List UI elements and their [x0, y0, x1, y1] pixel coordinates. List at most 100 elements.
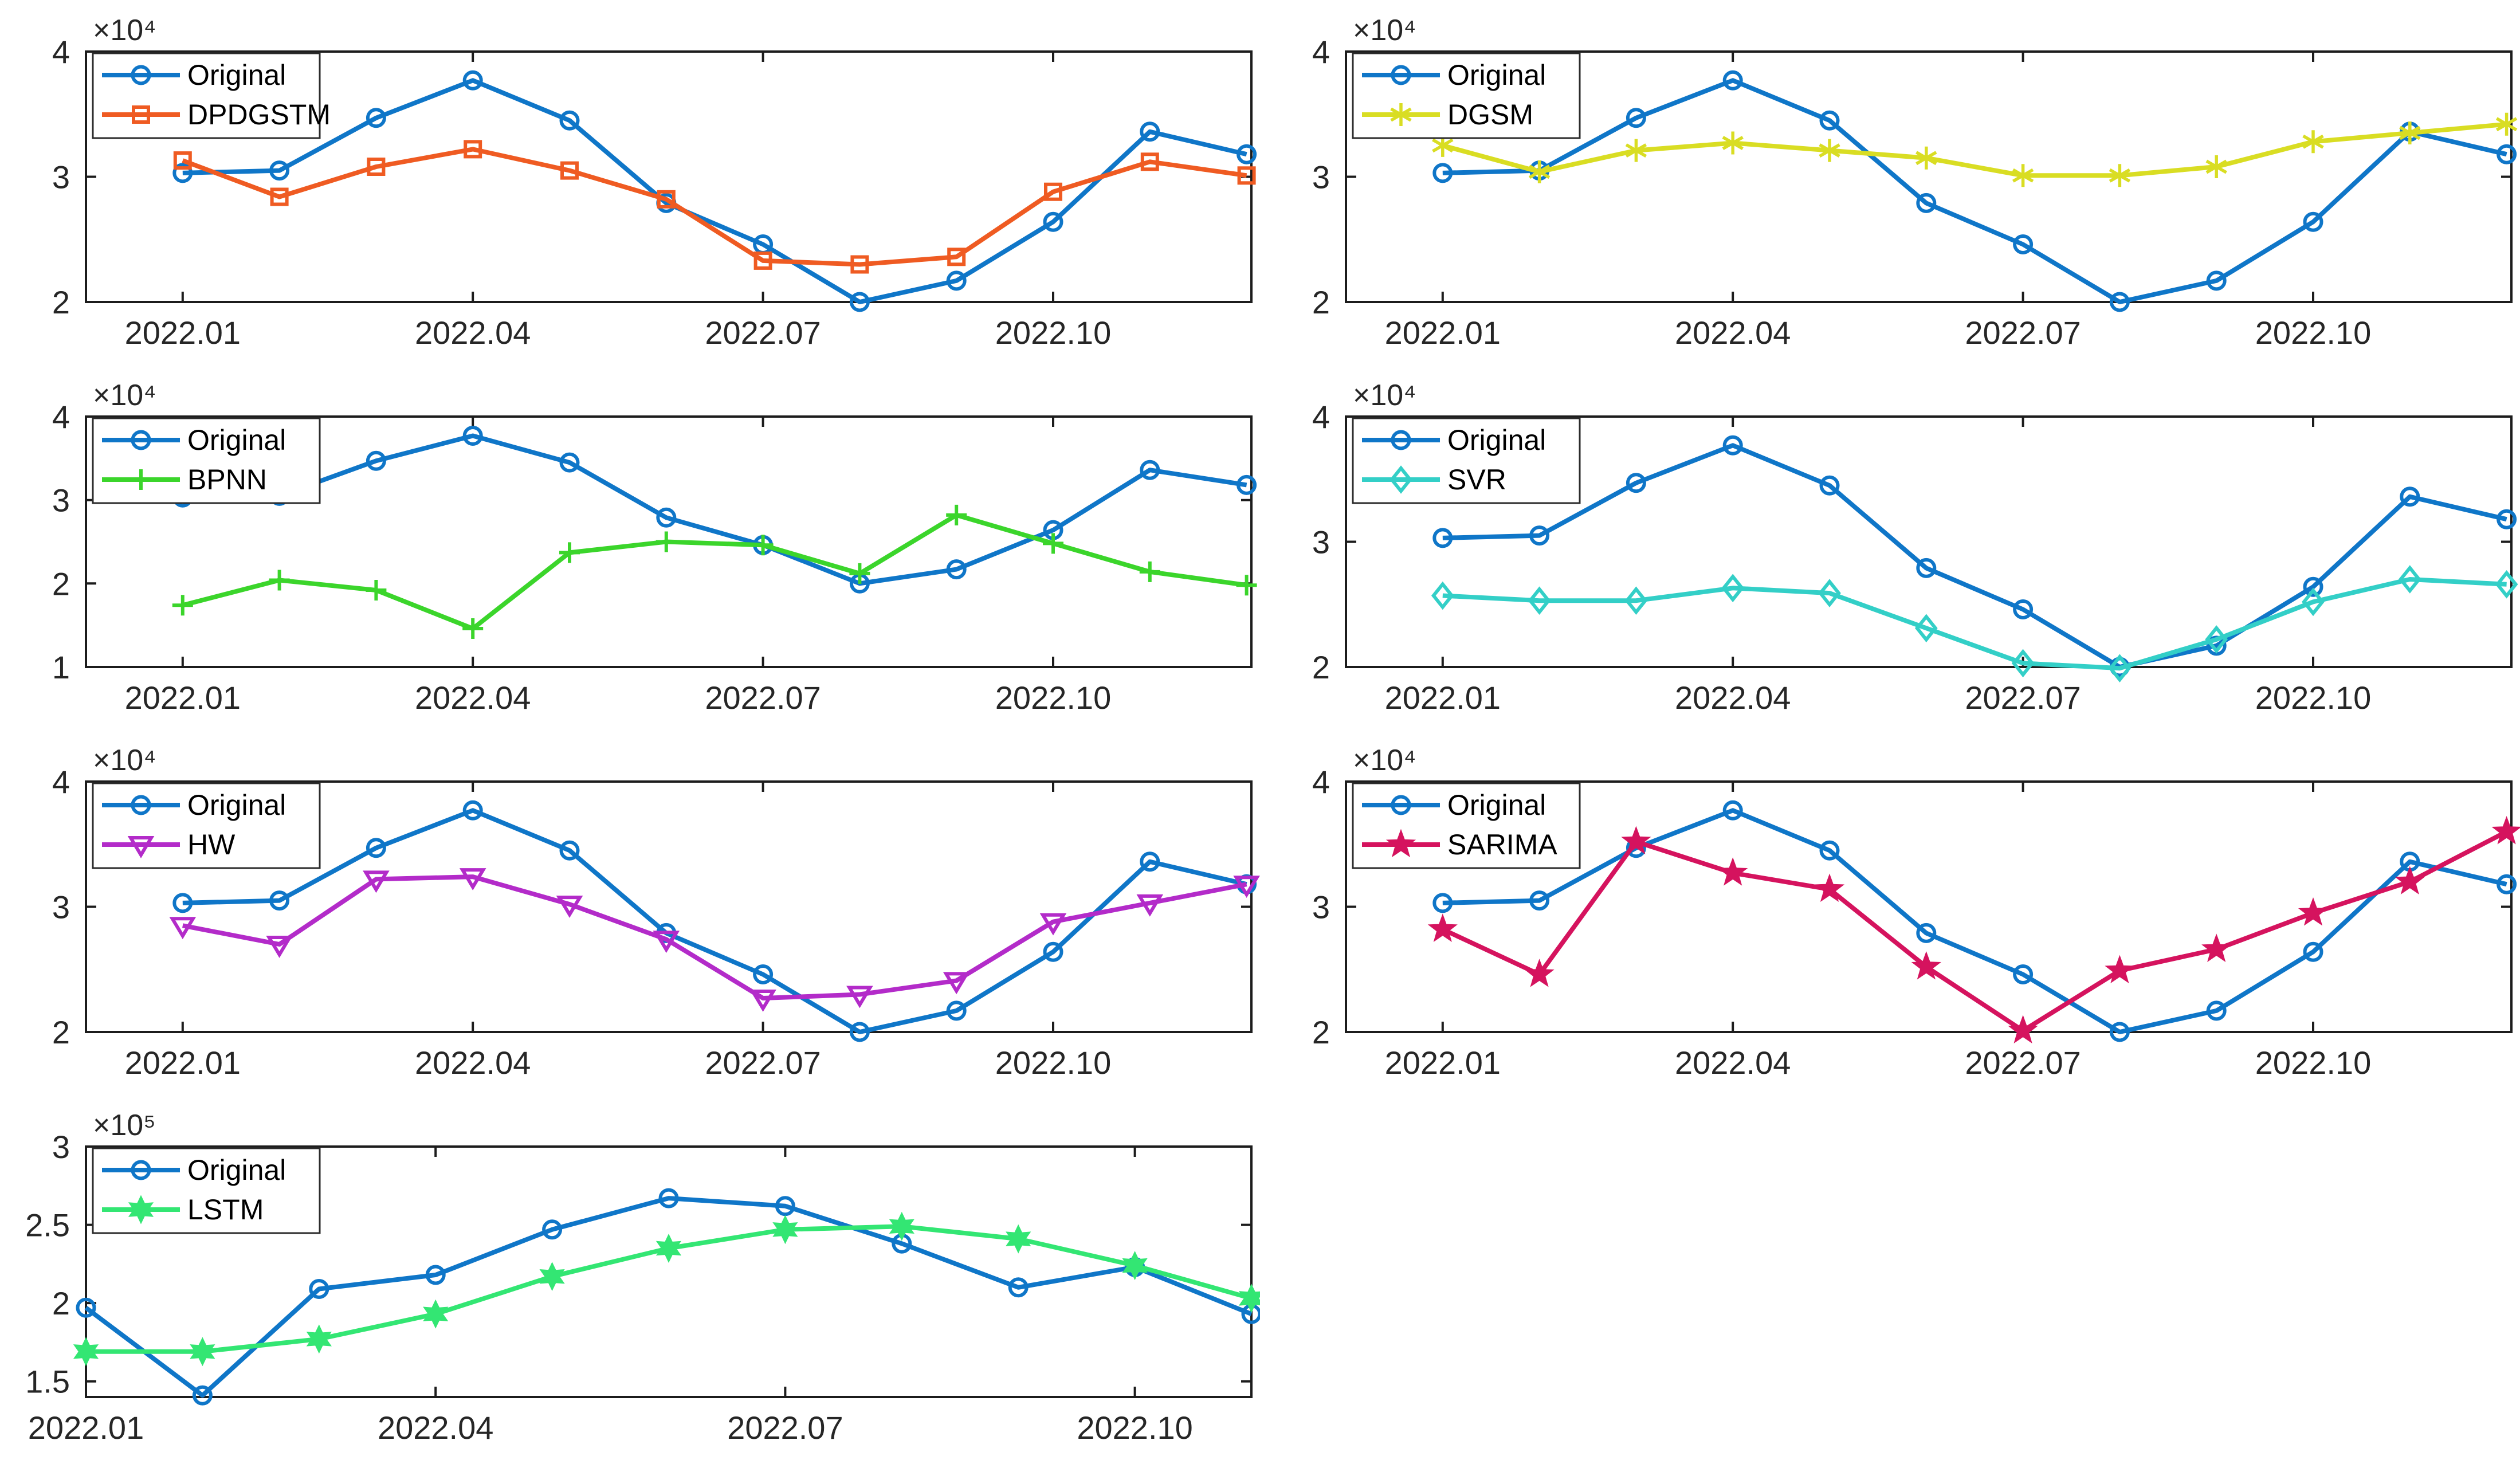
marker-circle — [2109, 1022, 2130, 1042]
marker-plus — [462, 618, 484, 639]
marker-pentagram — [2105, 955, 2135, 984]
x-tick-label: 2022.04 — [415, 680, 531, 716]
chart-canvas-original-vs-svr: 2022.01 2022.04 2022.07 2022.10 2 3 4 ×10⁴ Origi… — [1312, 379, 2518, 716]
marker-triangle-down — [1039, 913, 1067, 936]
chart-canvas-original-vs-hw: 2022.01 2022.04 2022.07 2022.10 2 3 4 ×10⁴ Origi… — [52, 744, 1260, 1081]
marker-circle — [1916, 193, 1937, 213]
x-tick-label: 2022.01 — [1385, 1045, 1501, 1081]
marker-triangle-down — [363, 870, 390, 893]
marker-triangle-down — [459, 868, 486, 890]
y-axis-exponent-label: ×10⁴ — [93, 379, 156, 412]
marker-pentagram — [1524, 959, 1555, 987]
marker-square — [850, 255, 869, 274]
marker-diamond — [1624, 586, 1648, 615]
y-tick-label: 4 — [52, 399, 70, 435]
marker-circle — [1140, 851, 1160, 872]
y-tick-label: 3 — [1312, 159, 1330, 195]
marker-circle — [559, 110, 580, 131]
marker-circle — [1043, 211, 1063, 232]
chart-original-vs-sarima: 2022.01 2022.04 2022.07 2022.10 2 3 4 ×10⁴ Origi… — [1260, 730, 2520, 1095]
marker-pentagram — [2395, 866, 2425, 894]
marker-asterisk — [2399, 121, 2421, 144]
y-tick-label: 4 — [1312, 399, 1330, 435]
legend-label-bpnn: BPNN — [187, 464, 267, 496]
y-tick-label: 3 — [52, 482, 70, 519]
marker-circle — [775, 1196, 795, 1216]
x-tick-label: 2022.01 — [125, 1045, 241, 1081]
x-tick-label: 2022.10 — [995, 680, 1111, 716]
y-tick-label: 2 — [1312, 284, 1330, 320]
chart-original-vs-dgsm: 2022.01 2022.04 2022.07 2022.10 2 3 4 ×10⁴ Origi… — [1260, 0, 2520, 365]
chart-canvas-original-vs-dpdgstm: 2022.01 2022.04 2022.07 2022.10 2 3 4 ×10⁴ Origi… — [52, 14, 1257, 351]
chart-canvas-original-vs-bpnn: 2022.01 2022.04 2022.07 2022.10 1 2 3 4 ×10⁴ Orig… — [52, 379, 1257, 716]
marker-circle — [2303, 211, 2323, 232]
x-tick-label: 2022.10 — [2255, 1045, 2371, 1081]
marker-circle — [2109, 292, 2130, 312]
y-tick-label: 2 — [52, 1014, 70, 1050]
y-tick-label: 3 — [1312, 524, 1330, 560]
series-line-original — [182, 433, 1247, 586]
x-tick-label: 2022.07 — [727, 1410, 843, 1446]
marker-asterisk — [1528, 160, 1551, 183]
chart-original-vs-dpdgstm: 2022.01 2022.04 2022.07 2022.10 2 3 4 ×10⁴ Origi… — [0, 0, 1260, 365]
x-tick-label: 2022.07 — [705, 680, 821, 716]
marker-asterisk — [1819, 139, 1840, 162]
x-tick-label: 2022.04 — [1675, 680, 1791, 716]
legend: Original SVR — [1352, 417, 1581, 504]
chart-canvas-original-vs-dgsm: 2022.01 2022.04 2022.07 2022.10 2 3 4 ×10⁴ Origi… — [1312, 14, 2518, 351]
marker-circle — [658, 1188, 679, 1208]
marker-circle — [2303, 941, 2323, 962]
marker-square — [1044, 182, 1062, 201]
y-axis-exponent-label: ×10⁴ — [1353, 14, 1416, 47]
legend-label-hw: HW — [187, 829, 235, 861]
marker-circle — [1237, 144, 1257, 164]
legend: Original DPDGSTM — [92, 52, 331, 139]
marker-square — [1237, 166, 1256, 185]
marker-circle — [1432, 528, 1453, 548]
marker-square — [560, 161, 579, 180]
legend: Original SARIMA — [1352, 782, 1581, 869]
marker-circle — [1819, 110, 1840, 131]
marker-circle — [946, 1000, 967, 1021]
marker-diamond — [2495, 570, 2518, 599]
plot-area — [85, 1145, 1253, 1398]
legend-label-svr: SVR — [1447, 464, 1506, 496]
marker-hexagram — [772, 1215, 798, 1245]
x-tick-label: 2022.10 — [995, 1045, 1111, 1081]
marker-diamond — [2398, 565, 2421, 594]
legend-label-original: Original — [187, 424, 286, 456]
marker-circle — [131, 1160, 151, 1180]
marker-diamond — [1431, 581, 1454, 610]
x-tick-label: 2022.10 — [995, 315, 1111, 351]
marker-diamond — [1389, 465, 1412, 494]
y-axis-exponent-label: ×10⁴ — [93, 14, 156, 47]
marker-triangle-down — [169, 917, 197, 940]
marker-hexagram — [190, 1337, 215, 1367]
x-tick-label: 2022.04 — [1675, 1045, 1791, 1081]
marker-circle — [131, 65, 151, 85]
marker-circle — [1819, 475, 1840, 496]
legend-box — [92, 1147, 321, 1234]
marker-diamond — [2205, 625, 2228, 654]
marker-circle — [2497, 874, 2517, 894]
marker-hexagram — [306, 1324, 332, 1354]
marker-circle — [1140, 121, 1160, 142]
legend-label-dpdgstm: DPDGSTM — [187, 99, 331, 131]
marker-asterisk — [1722, 131, 1744, 155]
legend: Original DGSM — [1352, 52, 1581, 139]
marker-diamond — [1721, 574, 1745, 603]
x-tick-label: 2022.10 — [2255, 680, 2371, 716]
marker-circle — [559, 452, 580, 473]
marker-pentagram — [1385, 829, 1416, 858]
y-tick-label: 2 — [52, 1285, 70, 1321]
series-line-original — [1442, 443, 2507, 669]
marker-circle — [366, 838, 386, 858]
y-tick-label: 1 — [52, 649, 70, 685]
marker-circle — [269, 890, 290, 911]
marker-circle — [366, 108, 386, 128]
x-tick-label: 2022.04 — [378, 1410, 493, 1446]
marker-circle — [1529, 890, 1550, 911]
marker-circle — [76, 1297, 96, 1318]
marker-diamond — [1528, 586, 1551, 615]
y-tick-label: 2 — [52, 284, 70, 320]
